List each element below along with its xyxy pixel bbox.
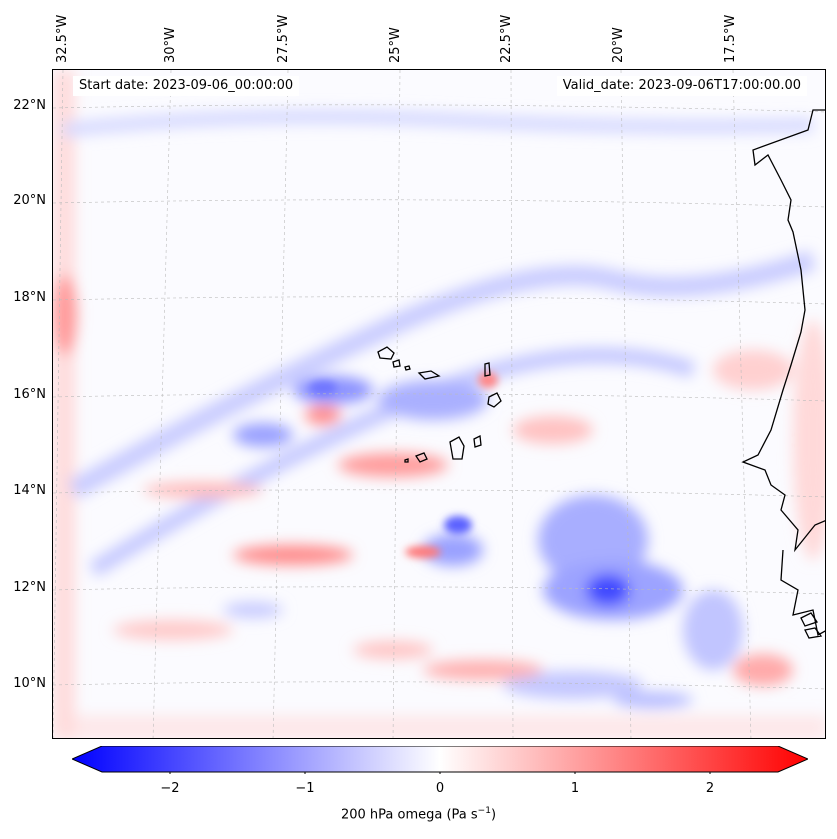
colorbar-label: 200 hPa omega (Pa s−1) [0,806,837,822]
colorbar-ramp [72,746,808,773]
lat-label-20n: 20°N [13,193,46,208]
senegambia-coast [780,549,825,637]
lon-label-32-5w: 32.5°W [55,14,70,63]
lat-label-14n: 14°N [13,483,46,498]
maio-island [473,435,482,448]
lat-label-18n: 18°N [13,290,46,305]
colorbar-label-exponent: −1 [477,806,491,816]
brava-island [404,458,409,463]
lon-label-27-5w: 27.5°W [276,14,291,63]
lon-label-17-5w: 17.5°W [723,14,738,63]
cape-verde-islands [377,346,502,463]
colorbar-label-text: 200 hPa omega (Pa s [340,807,478,823]
omega-field [53,70,825,738]
lat-label-22n: 22°N [13,98,46,113]
africa-coastline [741,109,825,553]
colorbar-tick-1: 1 [570,781,580,796]
lat-label-12n: 12°N [13,580,46,595]
lon-label-25w: 25°W [388,27,403,63]
omega-field-detail [309,372,498,558]
valid-date-label: Valid_date: 2023-09-06T17:00:00.00 [556,76,807,96]
lon-label-20w: 20°W [611,27,626,63]
lon-label-22-5w: 22.5°W [499,14,514,63]
santo-antao-island [377,346,395,360]
lon-label-30w: 30°W [163,27,178,63]
start-date-label: Start date: 2023-09-06_00:00:00 [73,76,300,96]
omega-field-map [53,70,825,738]
colorbar-ticks [169,772,711,774]
sao-nicolau-island [417,370,441,380]
colorbar-tick-2: 2 [705,781,715,796]
colorbar [72,746,808,774]
fogo-island [415,452,428,463]
colorbar-tick-minus-2: −2 [160,781,180,796]
coastlines [741,109,825,639]
map-panel [52,69,826,739]
lat-label-16n: 16°N [13,387,46,402]
colorbar-tick-minus-1: −1 [295,781,315,796]
lat-label-10n: 10°N [13,676,46,691]
santa-luzia-island [404,365,411,371]
colorbar-tick-0: 0 [435,781,445,796]
colorbar-label-close: ) [490,807,497,823]
santiago-island [449,436,465,460]
gridlines [53,70,825,738]
guinea-bissau-islands [800,612,823,639]
sao-vicente-island [392,359,401,368]
sal-island [484,362,491,377]
boa-vista-island [487,392,502,408]
